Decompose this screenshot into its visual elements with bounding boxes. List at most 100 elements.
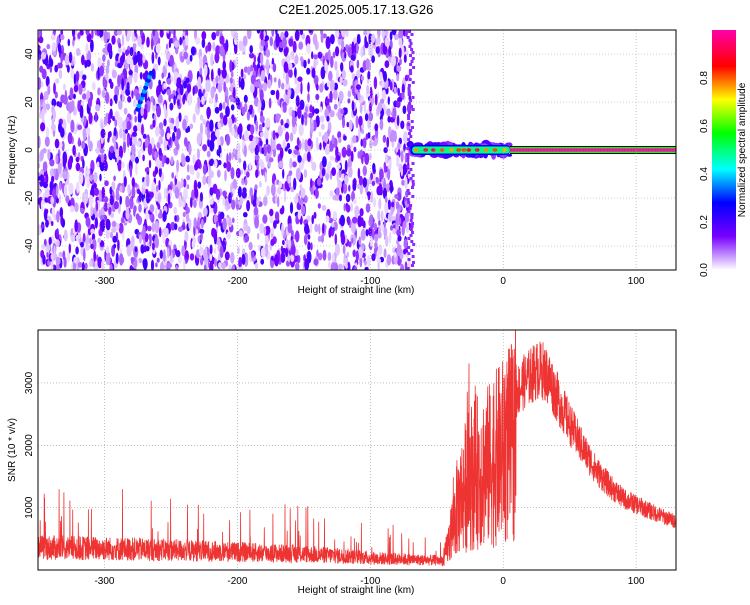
- spectrogram-cell: [52, 42, 57, 52]
- spectrogram-cell: [408, 132, 411, 135]
- spectrogram-cell: [196, 132, 202, 145]
- spectrogram-cell: [218, 102, 223, 111]
- spectrogram-cell: [337, 131, 342, 139]
- spectrogram-cell: [175, 47, 179, 55]
- spectrogram-cell: [173, 40, 179, 48]
- spectrogram-cell: [150, 259, 155, 270]
- spectrogram-cell: [68, 182, 74, 195]
- spectrogram-cell: [404, 176, 408, 190]
- spectrogram-cell: [217, 122, 222, 130]
- spectrogram-cell: [45, 219, 49, 228]
- snr-y-axis-label: SNR (10 * v/v): [7, 418, 18, 482]
- spectrogram-cell: [269, 208, 274, 217]
- spectrogram-cell: [396, 229, 402, 237]
- spectrogram-cell: [399, 58, 402, 66]
- spectrogram-cell: [406, 189, 410, 192]
- spectrogram-cell: [333, 221, 338, 231]
- spectrogram-cell: [151, 242, 155, 251]
- spectrogram-cell: [294, 30, 300, 42]
- spectrogram-cell: [287, 223, 293, 234]
- spectrogram-cell: [105, 112, 109, 123]
- spectrogram-cell: [38, 224, 42, 236]
- spectrogram-cell: [167, 247, 170, 259]
- spectrogram-cell: [154, 165, 159, 175]
- spectrogram-cell: [285, 131, 290, 142]
- spectrogram-cell: [230, 83, 233, 93]
- spectrogram-cell: [405, 221, 410, 234]
- spectrogram-cell: [286, 54, 290, 62]
- spectrogram-cell: [272, 130, 276, 141]
- spectrogram-cell: [387, 116, 392, 123]
- spectrogram-cell: [407, 192, 411, 195]
- spectrogram-cell: [407, 87, 411, 90]
- spectrogram-cell: [50, 196, 55, 205]
- spectrogram-cell: [54, 138, 60, 149]
- spectrogram-cell: [284, 30, 289, 38]
- spectrogram-cell: [208, 170, 214, 179]
- spectrogram-cell: [97, 87, 101, 96]
- spectrogram-cell: [296, 82, 301, 93]
- spectrogram-cell: [225, 105, 230, 118]
- spectrogram-cell: [159, 249, 163, 259]
- spectrogram-cell: [389, 31, 393, 41]
- spectrogram-cell: [264, 41, 269, 50]
- spectrogram-cell: [95, 147, 100, 155]
- spectrogram-cell: [409, 129, 413, 132]
- spectrogram-cell: [158, 94, 163, 104]
- spectrogram-cell: [317, 235, 322, 242]
- spectrogram-cell: [369, 86, 373, 99]
- spectrogram-cell: [331, 222, 335, 228]
- spectrogram-cell: [325, 215, 330, 223]
- spectrogram-cell: [183, 137, 188, 147]
- spectrogram-cell: [397, 254, 400, 266]
- spectrogram-y-tick-label: 0: [24, 147, 35, 153]
- spectrogram-cell: [51, 188, 57, 199]
- spectrogram-cell: [173, 30, 176, 38]
- spectrogram-cell: [411, 174, 415, 177]
- spectrogram-cell: [133, 206, 136, 217]
- spectrogram-cell: [362, 177, 367, 188]
- spectrogram-cell: [150, 37, 154, 51]
- spectrogram-cell: [133, 71, 138, 84]
- spectrogram-cell: [371, 33, 376, 44]
- snr-y-tick-label: 2000: [24, 434, 35, 457]
- spectrogram-cell: [123, 140, 126, 154]
- spectrogram-cell: [266, 66, 270, 76]
- spectrogram-cell: [377, 102, 383, 112]
- spectrogram-cell: [254, 154, 260, 161]
- spectrogram-cell: [113, 127, 117, 137]
- spectrogram-cell: [401, 179, 405, 186]
- spectrogram-cell: [165, 52, 170, 61]
- spectrogram-cell: [411, 96, 415, 99]
- spectrogram-cell: [411, 162, 415, 165]
- spectrogram-cell: [99, 65, 104, 77]
- spectrogram-cell: [346, 147, 352, 157]
- spectrogram-cell: [364, 35, 367, 47]
- spectrogram-cell: [310, 242, 313, 251]
- spectrogram-cell: [174, 215, 177, 222]
- spectrogram-cell: [411, 126, 414, 129]
- spectrogram-cell: [151, 51, 155, 64]
- colorbar-tick-labels: 0.0 0.2 0.4 0.6 0.8: [699, 71, 710, 277]
- spectrogram-cell: [288, 68, 293, 78]
- spectrogram-cell: [179, 36, 183, 46]
- spectrogram-cell: [105, 218, 111, 231]
- spectrogram-cell: [131, 186, 136, 199]
- spectrogram-cell: [88, 112, 93, 125]
- spectrogram-cell: [63, 83, 66, 91]
- spectrogram-cell: [324, 145, 330, 156]
- spectrogram-cell: [400, 120, 405, 130]
- spectrogram-cell: [157, 56, 161, 66]
- spectrogram-cell: [215, 129, 220, 138]
- spectrogram-cell: [289, 202, 294, 214]
- spectrogram-cell: [320, 234, 324, 243]
- spectrogram-cell: [254, 144, 259, 156]
- spectrogram-cell: [297, 155, 302, 163]
- spectrogram-cell: [364, 260, 367, 266]
- spectrogram-cell: [321, 167, 326, 177]
- spectrogram-cell: [252, 61, 256, 69]
- spectrogram-cell: [329, 79, 335, 92]
- spectrogram-cell: [285, 247, 289, 258]
- signal-track-peak: [474, 148, 480, 152]
- spectrogram-cell: [215, 75, 219, 84]
